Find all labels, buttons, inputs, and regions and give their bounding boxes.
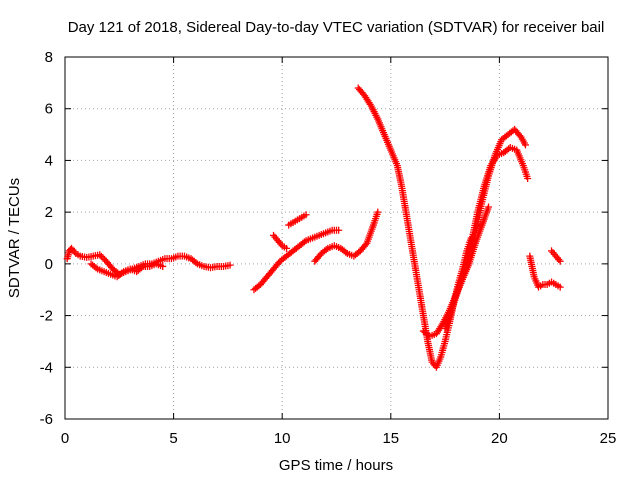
data-point [322, 246, 330, 254]
data-point [521, 141, 529, 149]
data-point [556, 257, 564, 265]
x-axis-label: GPS time / hours [279, 457, 393, 474]
series-arc-3 [285, 211, 310, 229]
data-point [485, 203, 493, 211]
data-point [374, 208, 382, 216]
data-point [92, 264, 100, 272]
x-tick-label: 10 [274, 430, 291, 447]
series-arc-4 [311, 208, 382, 265]
data-point [302, 211, 310, 219]
series-arc-5 [354, 84, 475, 371]
series-arc-1 [63, 244, 234, 278]
data-point [138, 264, 146, 272]
series-arc-1b [87, 260, 167, 281]
x-tick-label: 0 [61, 430, 69, 447]
x-tick-label: 5 [169, 430, 177, 447]
data-point [97, 252, 105, 260]
x-tick-labels: 0 5 10 15 20 25 [61, 430, 617, 447]
series-arc-2 [250, 226, 343, 294]
y-axis-label: SDTVAR / TECUs [6, 178, 23, 298]
y-tick-label: -6 [40, 411, 53, 428]
data-point [283, 244, 291, 252]
data-point [524, 175, 532, 183]
x-tick-label: 20 [491, 430, 508, 447]
series-arc-10 [548, 247, 564, 265]
data-point [192, 259, 200, 267]
series-arc-7 [441, 144, 532, 332]
data-point [300, 238, 308, 246]
data-point [159, 262, 167, 270]
y-tick-label: 8 [45, 49, 53, 66]
data-point [226, 261, 234, 269]
chart-title: Day 121 of 2018, Sidereal Day-to-day VTE… [68, 19, 605, 36]
y-tick-label: 6 [45, 101, 53, 118]
x-tick-label: 25 [600, 430, 617, 447]
y-tick-label: 4 [45, 152, 53, 169]
series-arc-2b [270, 231, 291, 252]
data-point [362, 241, 370, 249]
series-arc-8 [452, 203, 493, 299]
data-point [342, 248, 350, 256]
plot-frame [64, 56, 609, 420]
series-arc-9 [526, 252, 564, 291]
axis-ticks [64, 56, 609, 420]
grid-lines [65, 57, 608, 419]
y-tick-label: 2 [45, 204, 53, 221]
y-tick-labels: -6 -4 -2 0 2 4 6 8 [40, 49, 53, 428]
y-tick-label: -4 [40, 359, 53, 376]
data-point [556, 283, 564, 291]
data-point [99, 254, 107, 262]
y-tick-label: 0 [45, 256, 53, 273]
x-tick-label: 15 [382, 430, 399, 447]
data-points [63, 84, 564, 371]
data-point [96, 251, 104, 259]
data-point [118, 269, 126, 277]
data-point [335, 226, 343, 234]
y-tick-label: -2 [40, 308, 53, 325]
